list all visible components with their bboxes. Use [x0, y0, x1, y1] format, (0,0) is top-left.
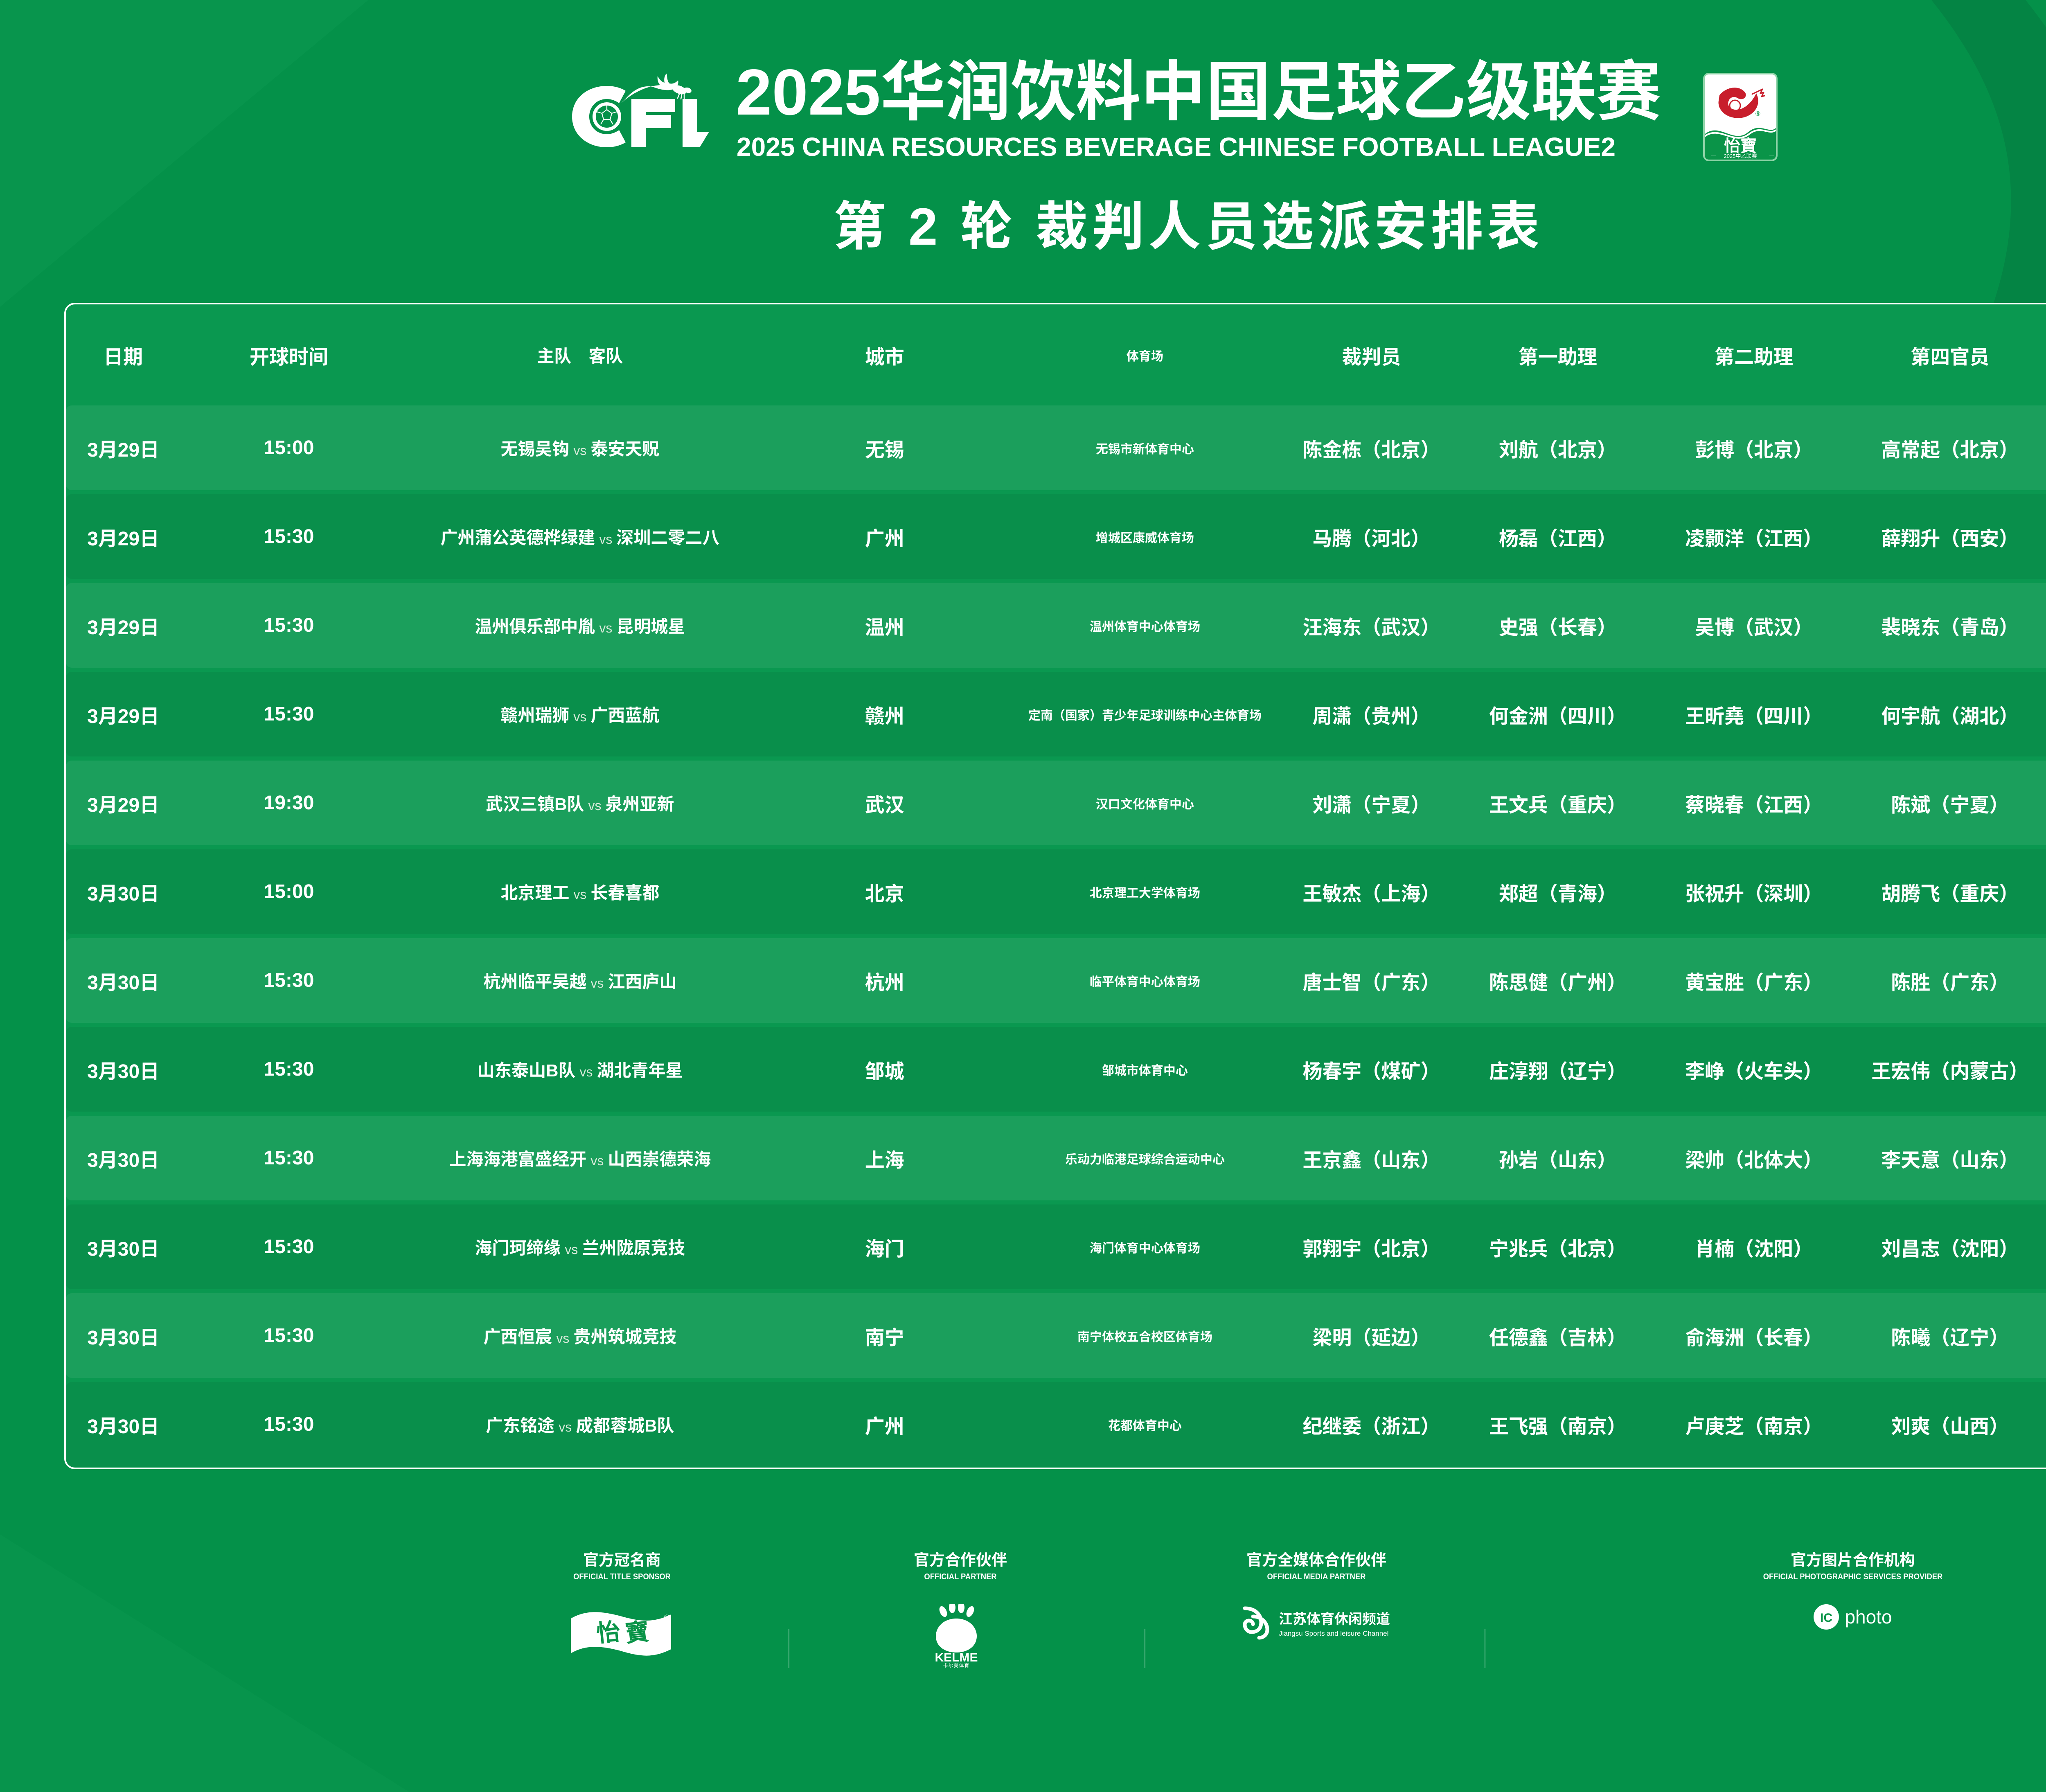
svg-text:—: —	[1711, 153, 1716, 158]
svg-text:®: ®	[664, 1614, 670, 1623]
svg-text:2025中乙联赛: 2025中乙联赛	[1724, 153, 1757, 159]
svg-text:怡: 怡	[595, 1618, 622, 1647]
svg-text:—: —	[1769, 153, 1774, 158]
svg-text:怡寶: 怡寶	[1724, 137, 1757, 155]
svg-text:IC: IC	[1820, 1611, 1832, 1625]
svg-text:寶: 寶	[624, 1618, 650, 1647]
svg-text:卡尔美体育: 卡尔美体育	[943, 1662, 969, 1668]
svg-text:®: ®	[1755, 110, 1760, 117]
